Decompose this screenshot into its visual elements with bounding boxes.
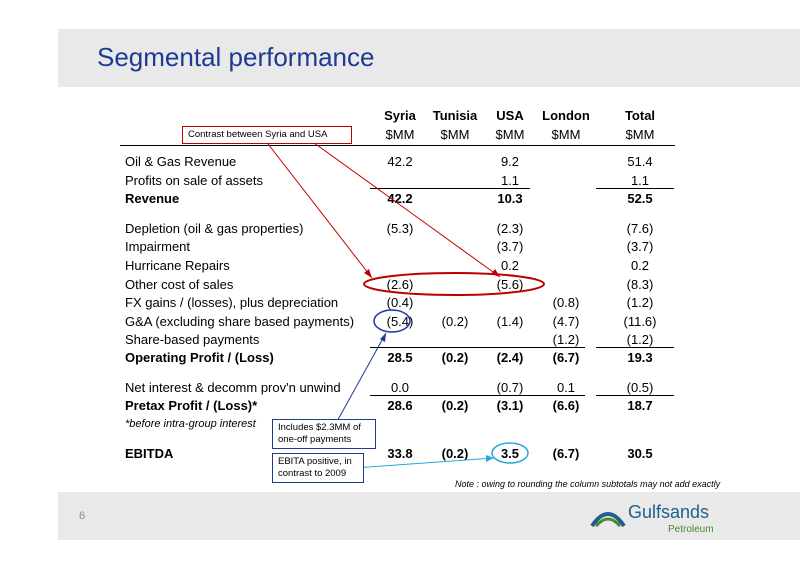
- col-unit-syria: $MM: [385, 127, 415, 142]
- cell-revenue-total: 52.5: [627, 191, 653, 206]
- cell-ebitda-syria: 33.8: [387, 446, 413, 461]
- row-label-op-profit: Operating Profit / (Loss): [125, 350, 274, 365]
- slide-title: Segmental performance: [97, 42, 375, 72]
- cell-depletion-total: (7.6): [626, 221, 654, 236]
- col-unit-usa: $MM: [495, 127, 525, 142]
- col-unit-london: $MM: [551, 127, 581, 142]
- row-label-fx: FX gains / (losses), plus depreciation: [125, 295, 339, 310]
- col-header-usa: USA: [496, 108, 524, 123]
- row-label-other-cost: Other cost of sales: [125, 277, 234, 292]
- cell-sbp-london: (1.2): [552, 332, 580, 347]
- col-header-tunisia: Tunisia: [432, 108, 478, 123]
- cell-ebitda-total: 30.5: [627, 446, 653, 461]
- col-header-total: Total: [624, 108, 656, 123]
- cell-net-interest-total: (0.5): [626, 380, 654, 395]
- cell-pretax-usa: (3.1): [496, 398, 524, 413]
- logo-subtitle: Petroleum: [668, 524, 714, 535]
- logo-arc-icon: [590, 512, 626, 528]
- cell-pretax-london: (6.6): [552, 398, 580, 413]
- cell-hurricane-usa: 0.2: [500, 258, 520, 273]
- cell-op-profit-usa: (2.4): [496, 350, 524, 365]
- callout-ebita: EBITA positive, in contrast to 2009: [272, 453, 364, 483]
- cell-hurricane-total: 0.2: [630, 258, 650, 273]
- subtotal-rule-total: [596, 395, 674, 396]
- logo-wordmark: Gulfsands: [628, 502, 710, 522]
- rounding-footnote: Note : owing to rounding the column subt…: [455, 479, 721, 489]
- cell-op-profit-total: 19.3: [627, 350, 653, 365]
- cell-pretax-total: 18.7: [627, 398, 653, 413]
- row-label-net-interest: Net interest & decomm prov'n unwind: [125, 380, 341, 395]
- intra-group-note: *before intra-group interest: [125, 418, 256, 430]
- cell-ga-london: (4.7): [552, 314, 580, 329]
- cell-sbp-total: (1.2): [626, 332, 654, 347]
- cell-op-profit-london: (6.7): [552, 350, 580, 365]
- cell-ebitda-london: (6.7): [552, 446, 580, 461]
- cell-ga-tunisia: (0.2): [441, 314, 469, 329]
- cell-oil-gas-syria: 42.2: [387, 154, 413, 169]
- callout-includes: Includes $2.3MM of one-off payments: [272, 419, 376, 449]
- cell-pretax-syria: 28.6: [387, 398, 413, 413]
- cell-fx-london: (0.8): [552, 295, 580, 310]
- col-unit-total: $MM: [625, 127, 655, 142]
- row-label-depletion: Depletion (oil & gas properties): [125, 221, 304, 236]
- cell-op-profit-tunisia: (0.2): [441, 350, 469, 365]
- cell-net-interest-syria: 0.0: [390, 380, 410, 395]
- subtotal-rule: [370, 188, 530, 189]
- cell-ebitda-tunisia: (0.2): [441, 446, 469, 461]
- subtotal-rule: [370, 395, 585, 396]
- cell-op-profit-syria: 28.5: [387, 350, 413, 365]
- cell-profits-sale-usa: 1.1: [500, 173, 520, 188]
- cell-ebitda-usa: 3.5: [500, 446, 520, 461]
- cell-impairment-total: (3.7): [626, 239, 654, 254]
- row-label-profits-sale: Profits on sale of assets: [125, 173, 264, 188]
- header-rule: [120, 145, 675, 146]
- cell-net-interest-usa: (0.7): [496, 380, 524, 395]
- cell-ga-syria: (5.4): [386, 314, 414, 329]
- callout-contrast: Contrast between Syria and USA: [182, 126, 352, 144]
- col-unit-tunisia: $MM: [440, 127, 470, 142]
- cell-depletion-usa: (2.3): [496, 221, 524, 236]
- cell-other-cost-usa: (5.6): [496, 277, 524, 292]
- cell-ga-usa: (1.4): [496, 314, 524, 329]
- row-label-revenue: Revenue: [125, 191, 180, 206]
- subtotal-rule-total: [596, 347, 674, 348]
- cell-other-cost-total: (8.3): [626, 277, 654, 292]
- cell-ga-total: (11.6): [623, 314, 657, 329]
- footer-band: [58, 492, 800, 540]
- col-header-syria: Syria: [384, 108, 416, 123]
- row-label-sbp: Share-based payments: [125, 332, 260, 347]
- row-label-pretax: Pretax Profit / (Loss)*: [125, 398, 258, 413]
- blue-arrowhead-ga: [380, 333, 386, 342]
- cell-fx-total: (1.2): [626, 295, 654, 310]
- row-label-ebitda: EBITDA: [125, 446, 174, 461]
- row-label-hurricane: Hurricane Repairs: [125, 258, 230, 273]
- cell-net-interest-london: 0.1: [556, 380, 576, 395]
- col-header-london: London: [542, 108, 590, 123]
- row-label-ga: G&A (excluding share based payments): [125, 314, 355, 329]
- cell-fx-syria: (0.4): [386, 295, 414, 310]
- row-label-impairment: Impairment: [125, 239, 191, 254]
- header-band: [58, 29, 800, 87]
- cell-revenue-syria: 42.2: [387, 191, 413, 206]
- row-label-oil-gas: Oil & Gas Revenue: [125, 154, 237, 169]
- cell-other-cost-syria: (2.6): [386, 277, 414, 292]
- subtotal-rule: [370, 347, 585, 348]
- cell-revenue-usa: 10.3: [497, 191, 523, 206]
- cell-depletion-syria: (5.3): [386, 221, 414, 236]
- cell-impairment-usa: (3.7): [496, 239, 524, 254]
- cell-profits-sale-total: 1.1: [630, 173, 650, 188]
- red-arrow-syria: [264, 139, 373, 279]
- cell-oil-gas-total: 51.4: [627, 154, 653, 169]
- page-number: 6: [79, 510, 86, 522]
- subtotal-rule-total: [596, 188, 674, 189]
- cell-oil-gas-usa: 9.2: [500, 154, 520, 169]
- cell-pretax-tunisia: (0.2): [441, 398, 469, 413]
- company-logo: Gulfsands Petroleum: [590, 500, 720, 538]
